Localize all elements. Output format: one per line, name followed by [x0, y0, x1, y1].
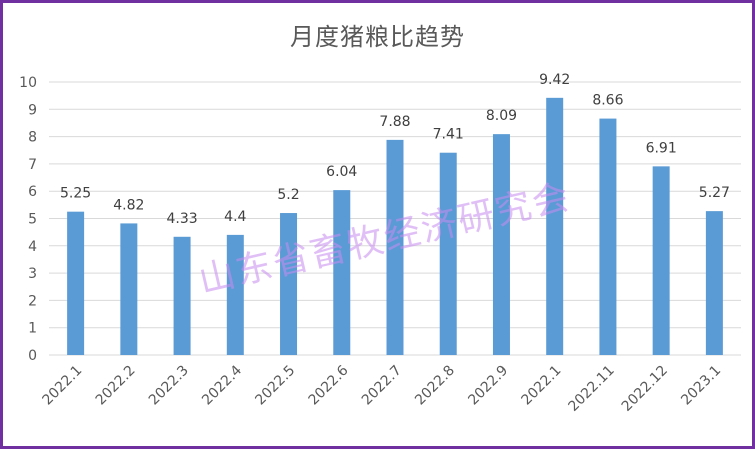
y-tick-label: 3: [28, 266, 37, 282]
x-tick-label: 2022.6: [306, 362, 352, 408]
data-label: 4.82: [113, 197, 144, 213]
bar: [705, 211, 723, 355]
bar: [546, 97, 564, 356]
bar: [67, 211, 85, 355]
data-label: 6.04: [326, 164, 357, 180]
x-tick-label: 2022.2: [93, 363, 139, 409]
bar: [439, 152, 457, 355]
bar: [599, 118, 617, 355]
y-tick-label: 4: [28, 239, 37, 255]
bar: [280, 213, 298, 355]
x-tick-label: 2022.5: [252, 363, 298, 409]
y-tick-label: 9: [28, 102, 37, 118]
data-label: 6.91: [646, 140, 677, 156]
bar: [226, 234, 244, 355]
data-label: 4.4: [224, 209, 246, 225]
data-label: 7.88: [379, 114, 410, 130]
x-tick-label: 2022.12: [619, 363, 671, 415]
y-tick-label: 10: [19, 75, 37, 91]
x-tick-label: 2022.1: [519, 363, 565, 409]
data-label: 5.2: [277, 187, 299, 203]
bar: [173, 236, 191, 355]
x-tick-label: 2022.11: [565, 363, 617, 415]
chart-title: 月度猪粮比趋势: [290, 23, 465, 51]
bar-chart: 0 1 2 3 4 5 6 7 8 9 10 5.25 2022.1 4.82 2022.2 4.33 2022…: [19, 72, 741, 415]
bar: [120, 223, 138, 355]
bar: [492, 134, 510, 355]
x-tick-label: 2022.4: [199, 362, 245, 408]
y-tick-label: 7: [28, 157, 37, 173]
bar: [333, 190, 351, 355]
x-tick-label: 2023.1: [678, 363, 724, 409]
data-label: 8.66: [592, 93, 623, 109]
data-label: 9.42: [539, 72, 570, 88]
y-tick-label: 6: [28, 184, 37, 200]
x-tick-label: 2022.7: [359, 363, 405, 409]
y-tick-label: 1: [28, 321, 37, 337]
data-label: 4.33: [166, 211, 197, 227]
data-label: 5.25: [60, 186, 91, 202]
y-tick-label: 0: [28, 348, 37, 364]
bar: [652, 166, 670, 355]
x-tick-label: 2022.9: [465, 363, 511, 409]
y-tick-label: 8: [28, 130, 37, 146]
data-label: 5.27: [699, 185, 730, 201]
x-tick-label: 2022.8: [412, 363, 458, 409]
data-label: 7.41: [433, 127, 464, 143]
x-tick-label: 2022.3: [146, 363, 192, 409]
y-tick-label: 2: [28, 293, 37, 309]
data-label: 8.09: [486, 108, 517, 124]
x-tick-label: 2022.1: [39, 363, 85, 409]
bar: [386, 139, 404, 355]
y-tick-label: 5: [28, 212, 37, 228]
